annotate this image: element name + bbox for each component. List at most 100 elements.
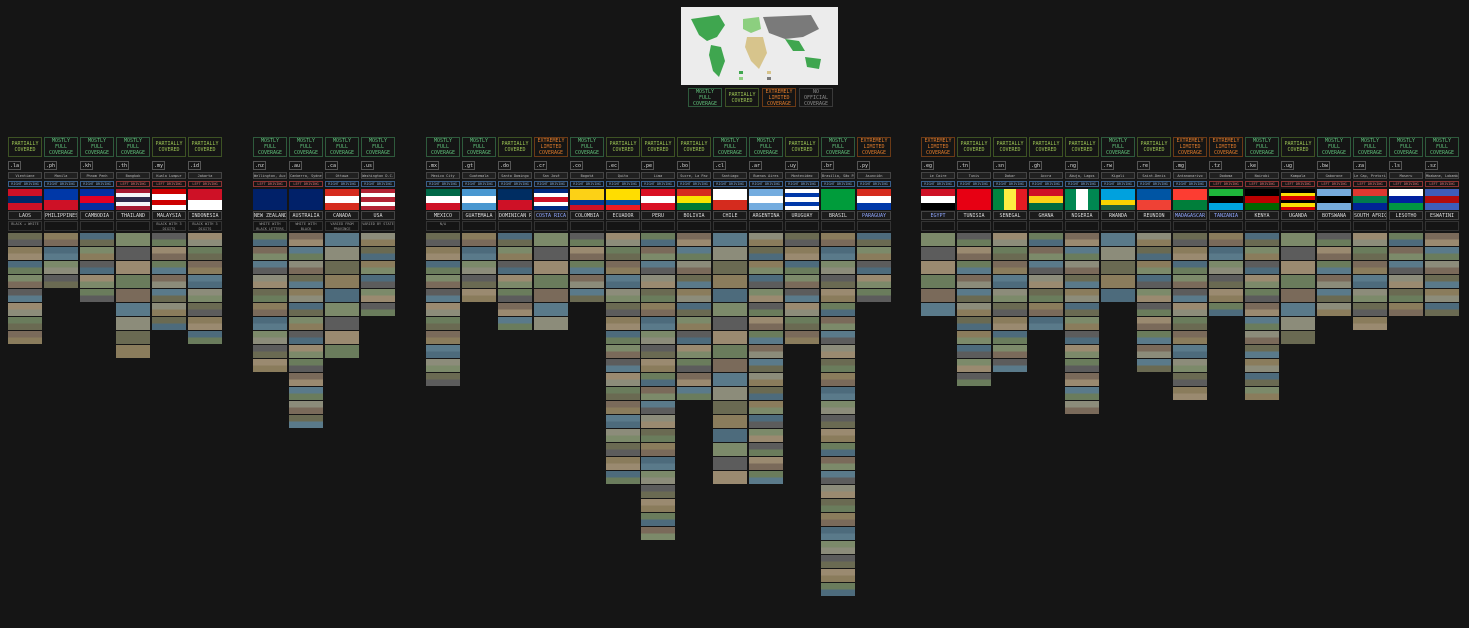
example-thumbnail[interactable] (821, 513, 855, 526)
example-thumbnail[interactable] (993, 289, 1027, 302)
example-thumbnail[interactable] (116, 275, 150, 288)
example-thumbnail[interactable] (361, 233, 395, 246)
example-thumbnail[interactable] (1101, 289, 1135, 302)
example-thumbnail[interactable] (1281, 247, 1315, 260)
example-thumbnail[interactable] (44, 247, 78, 260)
example-thumbnail[interactable] (570, 275, 604, 288)
example-thumbnail[interactable] (426, 359, 460, 372)
example-thumbnail[interactable] (570, 261, 604, 274)
example-thumbnail[interactable] (570, 247, 604, 260)
example-thumbnail[interactable] (677, 233, 711, 246)
example-thumbnail[interactable] (1353, 233, 1387, 246)
example-thumbnail[interactable] (641, 275, 675, 288)
example-thumbnail[interactable] (606, 373, 640, 386)
example-thumbnail[interactable] (1317, 261, 1351, 274)
example-thumbnail[interactable] (1173, 317, 1207, 330)
example-thumbnail[interactable] (1101, 275, 1135, 288)
example-thumbnail[interactable] (641, 317, 675, 330)
example-thumbnail[interactable] (993, 345, 1027, 358)
example-thumbnail[interactable] (289, 359, 323, 372)
example-thumbnail[interactable] (253, 317, 287, 330)
example-thumbnail[interactable] (821, 499, 855, 512)
example-thumbnail[interactable] (426, 289, 460, 302)
example-thumbnail[interactable] (188, 303, 222, 316)
example-thumbnail[interactable] (606, 415, 640, 428)
example-thumbnail[interactable] (498, 275, 532, 288)
example-thumbnail[interactable] (253, 247, 287, 260)
example-thumbnail[interactable] (188, 317, 222, 330)
example-thumbnail[interactable] (857, 233, 891, 246)
example-thumbnail[interactable] (821, 303, 855, 316)
example-thumbnail[interactable] (361, 303, 395, 316)
example-thumbnail[interactable] (1425, 275, 1459, 288)
example-thumbnail[interactable] (1353, 261, 1387, 274)
example-thumbnail[interactable] (821, 359, 855, 372)
example-thumbnail[interactable] (1101, 247, 1135, 260)
example-thumbnail[interactable] (641, 499, 675, 512)
example-thumbnail[interactable] (325, 331, 359, 344)
example-thumbnail[interactable] (534, 233, 568, 246)
example-thumbnail[interactable] (426, 247, 460, 260)
example-thumbnail[interactable] (1245, 247, 1279, 260)
example-thumbnail[interactable] (116, 331, 150, 344)
example-thumbnail[interactable] (821, 485, 855, 498)
example-thumbnail[interactable] (677, 317, 711, 330)
example-thumbnail[interactable] (1065, 345, 1099, 358)
example-thumbnail[interactable] (921, 303, 955, 316)
example-thumbnail[interactable] (1065, 373, 1099, 386)
example-thumbnail[interactable] (749, 317, 783, 330)
example-thumbnail[interactable] (606, 303, 640, 316)
example-thumbnail[interactable] (253, 261, 287, 274)
example-thumbnail[interactable] (606, 275, 640, 288)
example-thumbnail[interactable] (1245, 289, 1279, 302)
example-thumbnail[interactable] (821, 583, 855, 596)
example-thumbnail[interactable] (1389, 303, 1423, 316)
example-thumbnail[interactable] (253, 275, 287, 288)
example-thumbnail[interactable] (606, 261, 640, 274)
example-thumbnail[interactable] (1317, 233, 1351, 246)
example-thumbnail[interactable] (426, 275, 460, 288)
example-thumbnail[interactable] (534, 261, 568, 274)
example-thumbnail[interactable] (498, 247, 532, 260)
example-thumbnail[interactable] (1209, 261, 1243, 274)
example-thumbnail[interactable] (1353, 247, 1387, 260)
example-thumbnail[interactable] (749, 289, 783, 302)
example-thumbnail[interactable] (713, 233, 747, 246)
example-thumbnail[interactable] (289, 275, 323, 288)
example-thumbnail[interactable] (821, 289, 855, 302)
example-thumbnail[interactable] (1281, 289, 1315, 302)
example-thumbnail[interactable] (325, 261, 359, 274)
example-thumbnail[interactable] (821, 275, 855, 288)
example-thumbnail[interactable] (1065, 359, 1099, 372)
example-thumbnail[interactable] (641, 401, 675, 414)
example-thumbnail[interactable] (8, 233, 42, 246)
example-thumbnail[interactable] (80, 233, 114, 246)
example-thumbnail[interactable] (498, 261, 532, 274)
example-thumbnail[interactable] (116, 303, 150, 316)
example-thumbnail[interactable] (821, 541, 855, 554)
example-thumbnail[interactable] (1389, 289, 1423, 302)
example-thumbnail[interactable] (1173, 233, 1207, 246)
example-thumbnail[interactable] (713, 457, 747, 470)
example-thumbnail[interactable] (821, 555, 855, 568)
example-thumbnail[interactable] (749, 471, 783, 484)
example-thumbnail[interactable] (289, 317, 323, 330)
example-thumbnail[interactable] (462, 247, 496, 260)
example-thumbnail[interactable] (921, 247, 955, 260)
example-thumbnail[interactable] (1065, 289, 1099, 302)
example-thumbnail[interactable] (957, 345, 991, 358)
example-thumbnail[interactable] (1137, 233, 1171, 246)
example-thumbnail[interactable] (1353, 275, 1387, 288)
example-thumbnail[interactable] (641, 289, 675, 302)
example-thumbnail[interactable] (1173, 303, 1207, 316)
example-thumbnail[interactable] (361, 275, 395, 288)
example-thumbnail[interactable] (785, 233, 819, 246)
example-thumbnail[interactable] (641, 527, 675, 540)
example-thumbnail[interactable] (713, 345, 747, 358)
example-thumbnail[interactable] (641, 233, 675, 246)
example-thumbnail[interactable] (8, 317, 42, 330)
example-thumbnail[interactable] (152, 233, 186, 246)
example-thumbnail[interactable] (749, 387, 783, 400)
example-thumbnail[interactable] (821, 261, 855, 274)
example-thumbnail[interactable] (325, 303, 359, 316)
